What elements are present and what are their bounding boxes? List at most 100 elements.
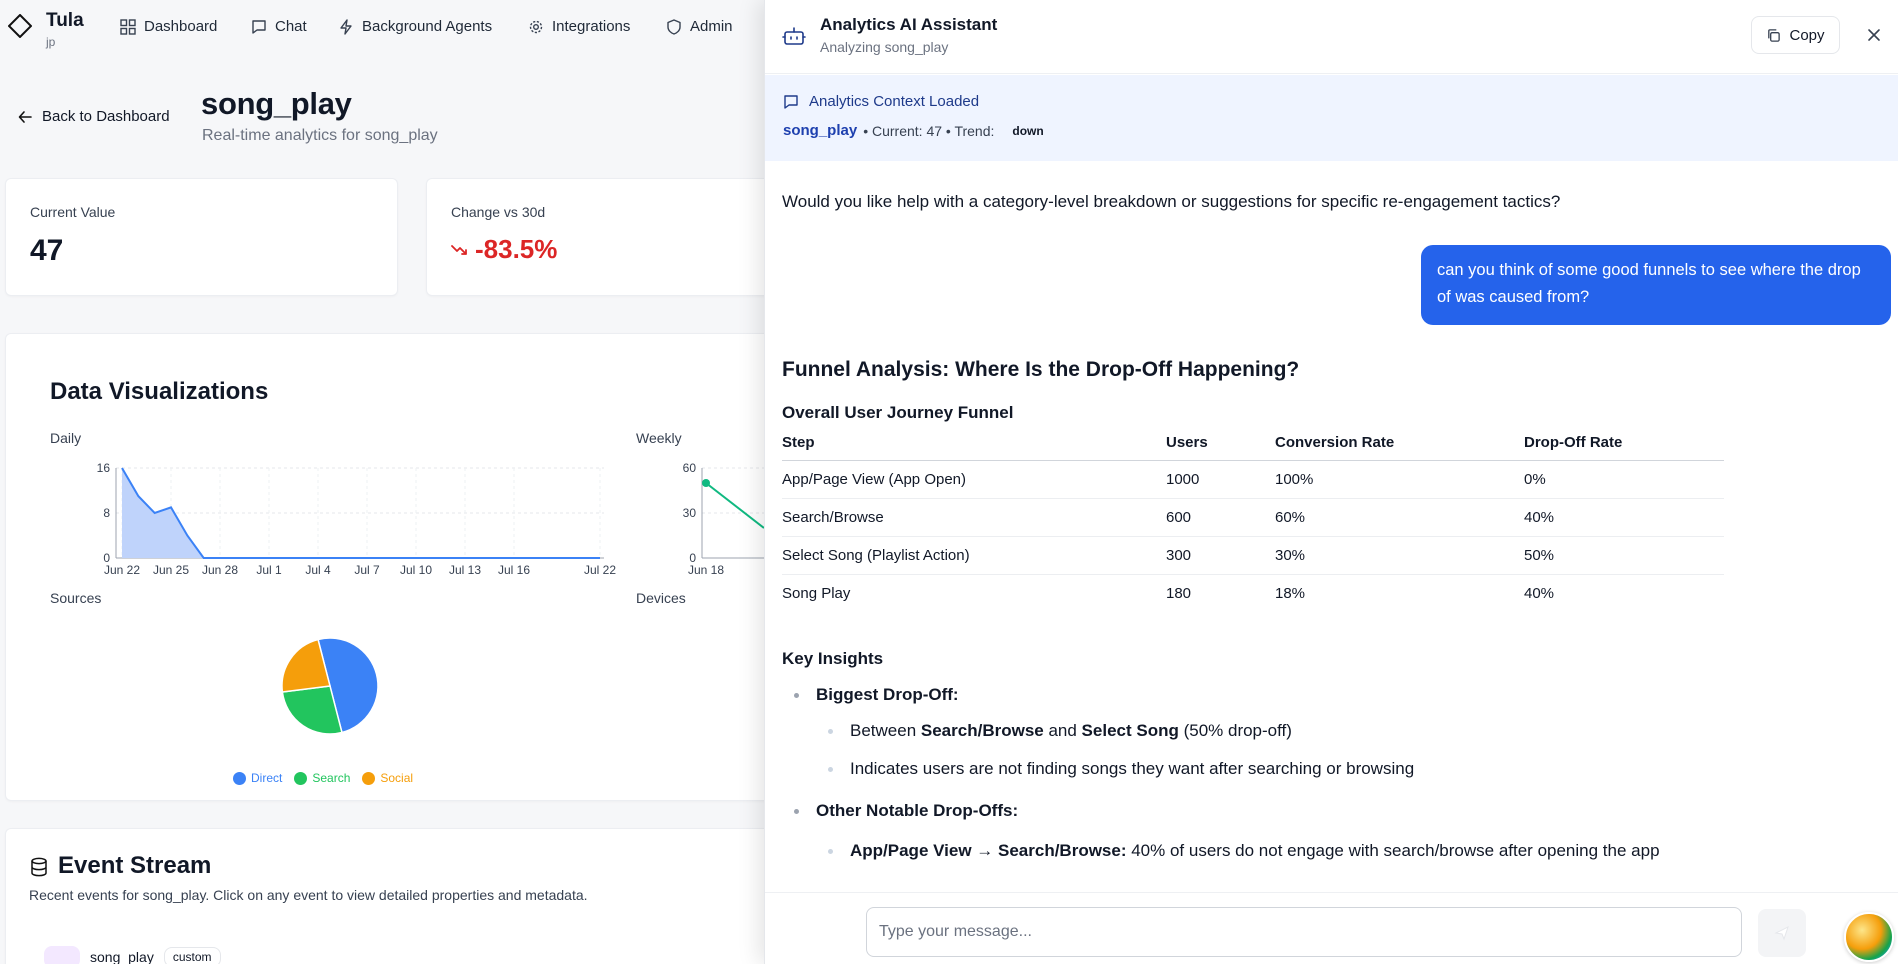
table-cell: 50%: [1524, 536, 1724, 575]
current-value: 47: [30, 234, 64, 267]
assistant-subtitle: Analyzing song_play: [820, 39, 949, 55]
between-and: and: [1043, 721, 1082, 740]
table-row: Song Play 180 18% 40%: [782, 574, 1724, 612]
back-link-label: Back to Dashboard: [42, 108, 170, 125]
nav-integrations-label: Integrations: [552, 18, 631, 35]
shield-icon: [667, 18, 681, 35]
sources-chart-label: Sources: [50, 590, 102, 606]
nav-background-agents[interactable]: Background Agents: [338, 18, 492, 35]
nav-chat[interactable]: Chat: [251, 18, 307, 35]
change-value: -83.5%: [475, 234, 558, 264]
message-input[interactable]: [866, 907, 1742, 957]
chat-icon: [252, 19, 266, 34]
legend-label-social: Social: [380, 771, 414, 785]
close-panel-button[interactable]: [1861, 22, 1887, 48]
legend-label-direct: Direct: [251, 771, 283, 785]
table-header-users: Users: [1166, 426, 1275, 461]
user-avatar[interactable]: [1844, 912, 1894, 962]
sources-pie-chart: [281, 637, 379, 735]
table-cell: 18%: [1275, 584, 1306, 602]
devices-chart-label: Devices: [636, 590, 686, 606]
assistant-header: Analytics AI Assistant Analyzing song_pl…: [765, 0, 1898, 74]
dashboard-app: Tula jp Dashboard Chat Background Agents…: [0, 0, 764, 964]
change-label: Change vs 30d: [451, 204, 546, 220]
event-name: song_play: [90, 949, 154, 964]
daily-y-tick: 8: [103, 506, 110, 520]
nav-integrations[interactable]: Integrations: [528, 18, 630, 35]
context-header: Analytics Context Loaded: [783, 93, 979, 110]
pie-slice-social: [281, 638, 331, 693]
funnel-heading: Funnel Analysis: Where Is the Drop-Off H…: [782, 358, 1300, 381]
table-cell: 1000: [1166, 460, 1275, 499]
message-list[interactable]: Would you like help with a category-leve…: [765, 162, 1898, 892]
daily-area: [122, 468, 600, 558]
legend-dot-search: [294, 771, 308, 785]
weekly-y-tick: 30: [683, 506, 697, 520]
context-trend: down: [1012, 123, 1044, 138]
lightning-icon: [340, 18, 352, 35]
event-row[interactable]: song_play custom: [44, 946, 221, 964]
table-cell: 600: [1166, 498, 1275, 537]
table-header-dropoff: Drop-Off Rate: [1524, 426, 1724, 461]
daily-y-tick: 16: [97, 461, 111, 475]
nav-background-agents-label: Background Agents: [362, 18, 493, 35]
table-cell: 100%: [1275, 460, 1524, 499]
daily-x-tick: Jul 10: [400, 563, 432, 577]
context-summary: song_play • Current: 47 • Trend: down: [783, 122, 1044, 139]
daily-x-tick: Jul 13: [449, 563, 481, 577]
visualizations-title: Data Visualizations: [50, 378, 269, 405]
weekly-chart-label: Weekly: [636, 430, 682, 446]
nav-admin[interactable]: Admin: [666, 18, 733, 35]
table-cell: 300: [1166, 536, 1275, 575]
send-icon: [1774, 926, 1789, 941]
daily-chart: 0 8 16 Jun 22 Jun 25 Jun 28 Jul 1 Jul 4 Jul 7 Jul…: [97, 461, 617, 577]
change-value-row: -83.5%: [451, 234, 557, 265]
assistant-panel: Analytics AI Assistant Analyzing song_pl…: [764, 0, 1898, 964]
table-cell: Search/Browse: [782, 498, 1166, 537]
top-nav: Tula jp Dashboard Chat Background Agents…: [0, 0, 764, 56]
change-card: Change vs 30d -83.5%: [426, 178, 764, 296]
journey-heading: Overall User Journey Funnel: [782, 403, 1014, 422]
key-insights-heading: Key Insights: [782, 649, 884, 668]
bot-icon: [782, 27, 806, 45]
table-row: Search/Browse 600 60% 40%: [782, 498, 1724, 537]
message-composer: [765, 892, 1898, 964]
table-header-row: Step Users Conversion Rate Drop-Off Rate: [782, 426, 1724, 461]
legend-label-search: Search: [312, 771, 351, 785]
insight-other-dropoffs: Other Notable Drop-Offs:: [793, 801, 1019, 820]
analytics-context-banner: Analytics Context Loaded song_play • Cur…: [765, 75, 1898, 161]
table-cell: Song Play: [782, 584, 851, 602]
gear-icon: [529, 20, 543, 33]
table-header-step: Step: [782, 426, 1166, 461]
back-to-dashboard-link[interactable]: Back to Dashboard: [18, 108, 170, 125]
between-step-b: Select Song: [1081, 721, 1179, 740]
page-title: song_play: [201, 86, 352, 121]
daily-series-line: [121, 467, 600, 559]
trend-down-icon: [451, 244, 467, 255]
brand-name: Tula: [46, 10, 84, 31]
nav-chat-label: Chat: [275, 18, 307, 35]
event-stream-title: Event Stream: [58, 852, 212, 879]
event-type-icon: [44, 946, 80, 964]
insight-between-steps: Between Search/Browse and Select Song (5…: [828, 721, 1292, 741]
logo-icon: [8, 14, 32, 38]
event-badge: custom: [163, 947, 221, 964]
daily-x-tick: Jul 7: [354, 563, 380, 577]
table-cell: App/Page View (App Open): [782, 460, 1166, 499]
table-cell: Select Song (Playlist Action): [782, 536, 1166, 575]
table-cell: 40%: [1524, 584, 1555, 602]
close-icon: [1868, 29, 1880, 41]
table-row: Select Song (Playlist Action) 300 30% 50…: [782, 536, 1724, 575]
legend-item-search: Search: [294, 771, 350, 785]
nav-dashboard[interactable]: Dashboard: [120, 18, 217, 35]
database-icon: [31, 857, 47, 877]
weekly-y-tick: 60: [683, 461, 697, 475]
copy-button[interactable]: Copy: [1751, 16, 1840, 54]
pie-slice-direct: [317, 637, 379, 734]
daily-chart-label: Daily: [50, 430, 82, 446]
nav-dashboard-label: Dashboard: [144, 18, 218, 35]
pie-slice-search: [281, 685, 343, 735]
app-to-search-text: 40% of users do not engage with search/b…: [1126, 841, 1660, 860]
assistant-message-prev: Would you like help with a category-leve…: [782, 192, 1561, 211]
send-button[interactable]: [1758, 909, 1806, 957]
